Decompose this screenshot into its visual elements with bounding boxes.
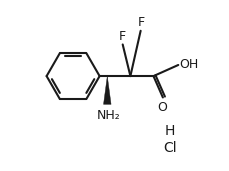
Text: H: H [164, 124, 174, 138]
Text: Cl: Cl [162, 141, 176, 155]
Polygon shape [103, 76, 111, 104]
Text: O: O [156, 101, 166, 114]
Text: F: F [118, 30, 125, 43]
Text: OH: OH [178, 58, 197, 71]
Text: F: F [137, 16, 144, 29]
Text: NH₂: NH₂ [97, 109, 120, 122]
